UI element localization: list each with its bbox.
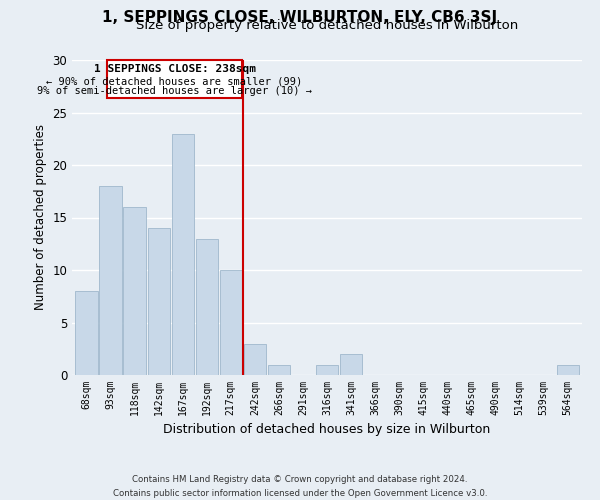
Text: 1 SEPPINGS CLOSE: 238sqm: 1 SEPPINGS CLOSE: 238sqm xyxy=(94,64,256,74)
Bar xyxy=(316,364,338,375)
Y-axis label: Number of detached properties: Number of detached properties xyxy=(34,124,47,310)
Bar xyxy=(124,207,146,375)
Text: ← 90% of detached houses are smaller (99): ← 90% of detached houses are smaller (99… xyxy=(46,76,303,86)
Text: 9% of semi-detached houses are larger (10) →: 9% of semi-detached houses are larger (1… xyxy=(37,86,312,97)
Bar xyxy=(148,228,170,375)
Text: 1, SEPPINGS CLOSE, WILBURTON, ELY, CB6 3SJ: 1, SEPPINGS CLOSE, WILBURTON, ELY, CB6 3… xyxy=(103,10,497,25)
Bar xyxy=(100,186,122,375)
Bar xyxy=(244,344,266,375)
Bar xyxy=(268,364,290,375)
Bar xyxy=(340,354,362,375)
FancyBboxPatch shape xyxy=(107,60,242,98)
Bar xyxy=(220,270,242,375)
X-axis label: Distribution of detached houses by size in Wilburton: Distribution of detached houses by size … xyxy=(163,424,491,436)
Bar xyxy=(76,291,98,375)
Bar xyxy=(196,238,218,375)
Title: Size of property relative to detached houses in Wilburton: Size of property relative to detached ho… xyxy=(136,20,518,32)
Text: Contains HM Land Registry data © Crown copyright and database right 2024.
Contai: Contains HM Land Registry data © Crown c… xyxy=(113,476,487,498)
Bar xyxy=(557,364,578,375)
Bar xyxy=(172,134,194,375)
